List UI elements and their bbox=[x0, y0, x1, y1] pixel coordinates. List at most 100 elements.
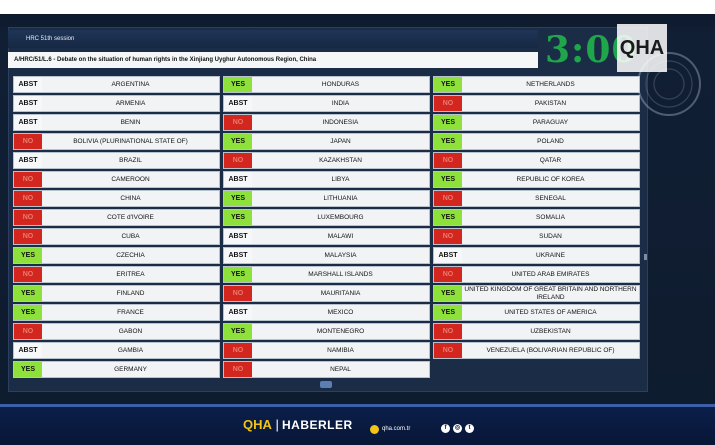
country-name: BENIN bbox=[120, 119, 141, 126]
vote-badge: NO bbox=[224, 115, 252, 130]
country-name: FRANCE bbox=[117, 309, 144, 316]
vote-row: NO UZBEKISTAN bbox=[433, 323, 640, 340]
session-label: HRC 51th session bbox=[8, 30, 538, 48]
vote-row: NO GABON bbox=[13, 323, 220, 340]
country-name: LUXEMBOURG bbox=[317, 214, 364, 221]
globe-icon bbox=[370, 425, 379, 434]
vote-badge: YES bbox=[14, 286, 42, 301]
vote-badge: YES bbox=[434, 115, 462, 130]
vote-badge: YES bbox=[434, 77, 462, 92]
country-name: GERMANY bbox=[114, 366, 147, 373]
country-name: LIBYA bbox=[331, 176, 350, 183]
vote-row: NO ERITREA bbox=[13, 266, 220, 283]
vote-badge: YES bbox=[434, 286, 462, 301]
vote-row: NO VENEZUELA (BOLIVARIAN REPUBLIC OF) bbox=[433, 342, 640, 359]
vote-badge: NO bbox=[434, 229, 462, 244]
country-name: MARSHALL ISLANDS bbox=[308, 271, 373, 278]
footer-brand-text: QHA bbox=[243, 417, 272, 432]
vote-badge: NO bbox=[14, 172, 42, 187]
country-name: UNITED STATES OF AMERICA bbox=[504, 309, 597, 316]
country-name: VENEZUELA (BOLIVARIAN REPUBLIC OF) bbox=[486, 347, 615, 354]
vote-badge: NO bbox=[14, 134, 42, 149]
vote-row: ABST GAMBIA bbox=[13, 342, 220, 359]
vote-row: NO NEPAL bbox=[223, 361, 430, 378]
country-name: SOMALIA bbox=[536, 214, 565, 221]
vote-badge: ABST bbox=[14, 115, 42, 130]
vote-row: NO CHINA bbox=[13, 190, 220, 207]
qha-logo: QHA bbox=[617, 24, 667, 72]
vote-row: YES GERMANY bbox=[13, 361, 220, 378]
instagram-icon[interactable]: ◎ bbox=[453, 424, 462, 433]
country-name: LITHUANIA bbox=[323, 195, 358, 202]
country-name: PAKISTAN bbox=[534, 100, 567, 107]
vote-row: YES SOMALIA bbox=[433, 209, 640, 226]
country-name: BRAZIL bbox=[119, 157, 142, 164]
resolution-title: A/HRC/51/L.6 - Debate on the situation o… bbox=[8, 52, 538, 68]
country-name: NETHERLANDS bbox=[526, 81, 575, 88]
vote-row: YES JAPAN bbox=[223, 133, 430, 150]
country-name: FINLAND bbox=[116, 290, 145, 297]
country-name: QATAR bbox=[539, 157, 562, 164]
country-name: CHINA bbox=[120, 195, 141, 202]
country-name: CAMEROON bbox=[111, 176, 150, 183]
vote-badge: NO bbox=[434, 267, 462, 282]
vote-row: NO KAZAKHSTAN bbox=[223, 152, 430, 169]
vote-badge: YES bbox=[224, 77, 252, 92]
country-name: POLAND bbox=[537, 138, 564, 145]
country-name: GAMBIA bbox=[117, 347, 144, 354]
vote-row: YES REPUBLIC OF KOREA bbox=[433, 171, 640, 188]
vote-badge: NO bbox=[224, 343, 252, 358]
vote-badge: NO bbox=[224, 153, 252, 168]
country-name: COTE d'IVOIRE bbox=[107, 214, 154, 221]
facebook-icon[interactable]: f bbox=[441, 424, 450, 433]
vote-column-2: YES HONDURAS ABST INDIA NO INDONESIA YES JAPAN N… bbox=[223, 76, 430, 380]
country-name: ARMENIA bbox=[115, 100, 146, 107]
vote-badge: NO bbox=[14, 210, 42, 225]
vote-badge: YES bbox=[14, 362, 42, 377]
vote-badge: NO bbox=[14, 267, 42, 282]
country-name: GABON bbox=[118, 328, 143, 335]
vote-row: ABST LIBYA bbox=[223, 171, 430, 188]
vote-row: NO QATAR bbox=[433, 152, 640, 169]
vote-row: YES FRANCE bbox=[13, 304, 220, 321]
country-name: KAZAKHSTAN bbox=[319, 157, 362, 164]
country-name: BOLIVIA (PLURINATIONAL STATE OF) bbox=[73, 138, 188, 145]
country-name: NAMIBIA bbox=[327, 347, 354, 354]
page-indicator[interactable] bbox=[320, 381, 332, 388]
vote-row: NO INDONESIA bbox=[223, 114, 430, 131]
vote-badge: YES bbox=[434, 305, 462, 320]
vote-row: YES CZECHIA bbox=[13, 247, 220, 264]
country-name: MEXICO bbox=[327, 309, 354, 316]
country-name: UZBEKISTAN bbox=[530, 328, 571, 335]
twitter-icon[interactable]: t bbox=[465, 424, 474, 433]
vote-row: ABST INDIA bbox=[223, 95, 430, 112]
country-name: ARGENTINA bbox=[111, 81, 150, 88]
vote-badge: NO bbox=[434, 191, 462, 206]
vote-column-1: ABST ARGENTINA ABST ARMENIA ABST BENIN NO BOLIV… bbox=[13, 76, 220, 380]
vote-row: NO BOLIVIA (PLURINATIONAL STATE OF) bbox=[13, 133, 220, 150]
vote-badge: YES bbox=[14, 305, 42, 320]
vote-row: YES PARAGUAY bbox=[433, 114, 640, 131]
vote-badge: NO bbox=[14, 229, 42, 244]
top-strip bbox=[0, 0, 715, 14]
vote-badge: ABST bbox=[14, 343, 42, 358]
vote-row: YES MONTENEGRO bbox=[223, 323, 430, 340]
vote-row: NO NAMIBIA bbox=[223, 342, 430, 359]
vote-badge: ABST bbox=[14, 96, 42, 111]
vote-row: ABST MALAYSIA bbox=[223, 247, 430, 264]
vote-row: YES UNITED STATES OF AMERICA bbox=[433, 304, 640, 321]
vote-badge: ABST bbox=[14, 153, 42, 168]
country-name: HONDURAS bbox=[321, 81, 360, 88]
country-name: UNITED KINGDOM OF GREAT BRITAIN AND NORT… bbox=[464, 286, 637, 301]
vote-badge: YES bbox=[434, 172, 462, 187]
country-name: MALAYSIA bbox=[324, 252, 357, 259]
vote-badge: NO bbox=[14, 324, 42, 339]
vote-badge: NO bbox=[224, 362, 252, 377]
vote-row: NO COTE d'IVOIRE bbox=[13, 209, 220, 226]
vote-row: ABST BENIN bbox=[13, 114, 220, 131]
vote-row: NO CUBA bbox=[13, 228, 220, 245]
vote-row: YES POLAND bbox=[433, 133, 640, 150]
vote-badge: ABST bbox=[224, 96, 252, 111]
vote-row: NO UNITED ARAB EMIRATES bbox=[433, 266, 640, 283]
country-name: MALAWI bbox=[327, 233, 354, 240]
